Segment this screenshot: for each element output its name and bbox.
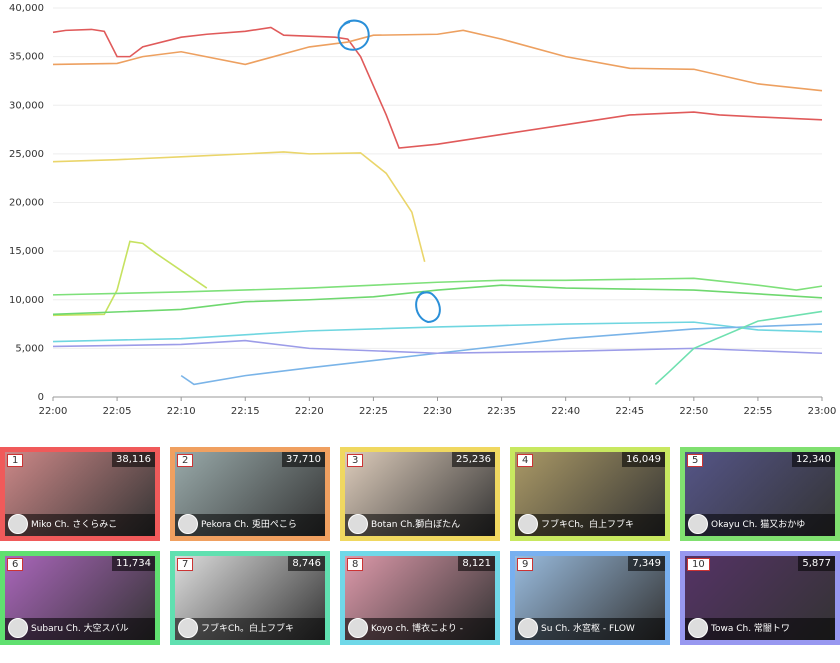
viewer-count: 7,349 (628, 556, 665, 571)
line-series (52, 339, 823, 355)
rank-badge: 7 (177, 558, 194, 571)
stream-card[interactable]: 10 5,877 Towa Ch. 常闇トワ (680, 551, 840, 645)
x-tick-label: 22:30 (423, 406, 452, 417)
line-series (52, 29, 823, 92)
rank-badge: 3 (347, 454, 364, 467)
viewer-count: 8,746 (288, 556, 325, 571)
x-tick-label: 22:10 (167, 406, 196, 417)
y-tick-label: 25,000 (9, 149, 44, 160)
avatar (8, 618, 28, 638)
x-tick-label: 22:00 (39, 406, 68, 417)
line-series (52, 277, 823, 296)
rank-badge: 5 (687, 454, 704, 467)
avatar (348, 618, 368, 638)
line-series (52, 240, 208, 317)
x-tick-label: 22:25 (359, 406, 388, 417)
y-tick-label: 5,000 (15, 343, 44, 354)
x-tick-label: 22:15 (231, 406, 260, 417)
avatar (8, 514, 28, 534)
viewer-count: 25,236 (452, 452, 495, 467)
rank-badge: 1 (7, 454, 24, 467)
rank-badge: 2 (177, 454, 194, 467)
viewer-count: 38,116 (112, 452, 155, 467)
channel-name: フブキCh。白上フブキ (515, 514, 665, 536)
stream-card[interactable]: 3 25,236 Botan Ch.獅白ぼたん (340, 447, 500, 541)
x-tick-label: 22:40 (551, 406, 580, 417)
x-tick-label: 22:20 (295, 406, 324, 417)
rank-badge: 10 (687, 558, 710, 571)
stream-card[interactable]: 2 37,710 Pekora Ch. 兎田ぺこら (170, 447, 330, 541)
stream-card[interactable]: 8 8,121 Koyo ch. 博衣こより - (340, 551, 500, 645)
viewer-count: 12,340 (792, 452, 835, 467)
avatar (178, 618, 198, 638)
stream-card[interactable]: 6 11,734 Subaru Ch. 大空スバル (0, 551, 160, 645)
y-tick-label: 15,000 (9, 246, 44, 257)
rank-badge: 9 (517, 558, 534, 571)
x-tick-label: 22:35 (487, 406, 516, 417)
rank-badge: 6 (7, 558, 24, 571)
stream-card[interactable]: 7 8,746 フブキCh。白上フブキ (170, 551, 330, 645)
x-tick-label: 22:05 (103, 406, 132, 417)
channel-name: Subaru Ch. 大空スバル (5, 618, 155, 640)
line-series (52, 284, 823, 316)
line-series (52, 321, 823, 343)
line-series (52, 26, 823, 149)
channel-name: Towa Ch. 常闇トワ (685, 618, 835, 640)
line-series (654, 310, 823, 385)
viewer-count: 16,049 (622, 452, 665, 467)
y-tick-label: 10,000 (9, 295, 44, 306)
viewer-count: 8,121 (458, 556, 495, 571)
y-tick-label: 0 (38, 392, 44, 403)
avatar (348, 514, 368, 534)
stream-card[interactable]: 1 38,116 Miko Ch. さくらみこ (0, 447, 160, 541)
line-series (180, 323, 823, 386)
channel-name: Su Ch. 水宮枢 - FLOW (515, 618, 665, 640)
stream-card[interactable]: 9 7,349 Su Ch. 水宮枢 - FLOW (510, 551, 670, 645)
card-grid: 1 38,116 Miko Ch. さくらみこ 2 37,710 Pekora Ch. 兎… (0, 447, 840, 647)
avatar (518, 618, 538, 638)
x-tick-label: 23:00 (808, 406, 837, 417)
line-series (52, 151, 426, 263)
channel-name: Miko Ch. さくらみこ (5, 514, 155, 536)
stream-card[interactable]: 4 16,049 フブキCh。白上フブキ (510, 447, 670, 541)
rank-badge: 4 (517, 454, 534, 467)
y-tick-label: 30,000 (9, 100, 44, 111)
annotation-circle (415, 291, 441, 324)
viewer-count: 37,710 (282, 452, 325, 467)
channel-name: Okayu Ch. 猫又おかゆ (685, 514, 835, 536)
channel-name: フブキCh。白上フブキ (175, 618, 325, 640)
channel-name: Koyo ch. 博衣こより - (345, 618, 495, 640)
avatar (178, 514, 198, 534)
y-tick-label: 35,000 (9, 52, 44, 63)
viewer-count: 11,734 (112, 556, 155, 571)
y-tick-label: 20,000 (9, 198, 44, 209)
avatar (518, 514, 538, 534)
viewer-count: 5,877 (798, 556, 835, 571)
avatar (688, 514, 708, 534)
channel-name: Pekora Ch. 兎田ぺこら (175, 514, 325, 536)
chart: 0 5,000 10,000 15,000 20,000 25,000 30,000 35,0… (9, 3, 837, 417)
avatar (688, 618, 708, 638)
annotation-circle (337, 19, 370, 51)
stream-card[interactable]: 5 12,340 Okayu Ch. 猫又おかゆ (680, 447, 840, 541)
rank-badge: 8 (347, 558, 364, 571)
x-tick-label: 22:45 (615, 406, 644, 417)
x-tick-label: 22:55 (744, 406, 773, 417)
y-tick-label: 40,000 (9, 3, 44, 14)
x-tick-label: 22:50 (679, 406, 708, 417)
channel-name: Botan Ch.獅白ぼたん (345, 514, 495, 536)
